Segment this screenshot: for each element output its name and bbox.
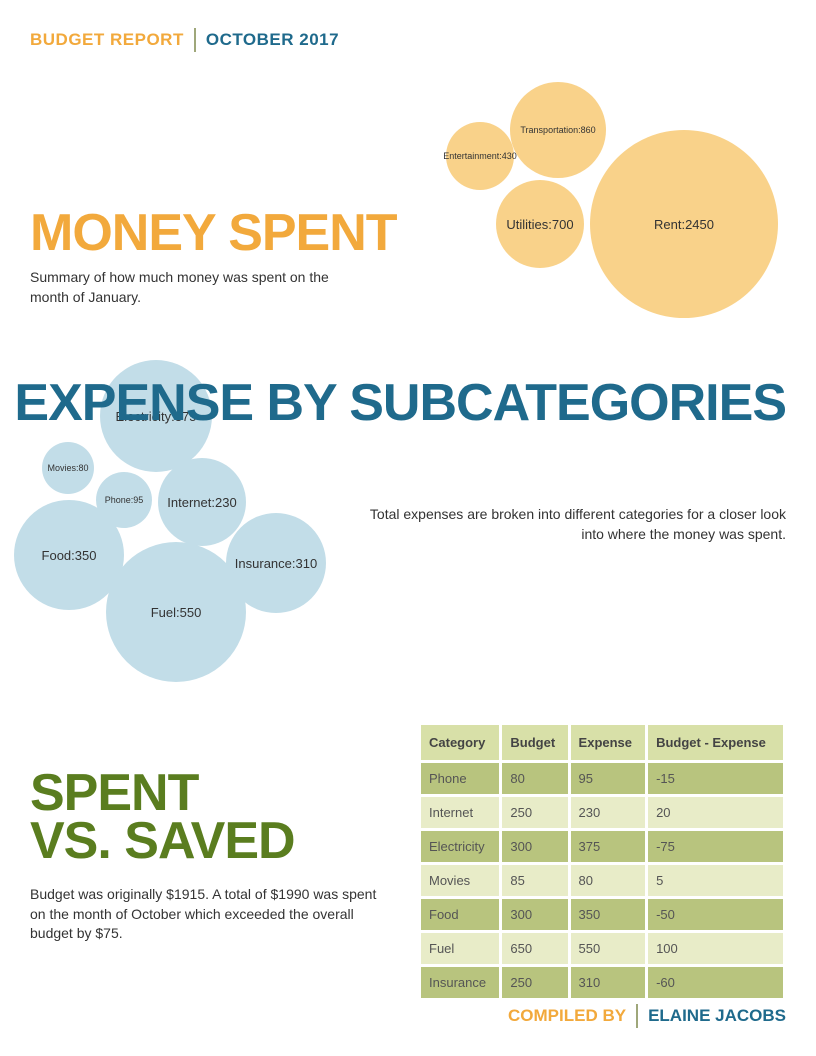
bubble: Rent:2450	[590, 130, 778, 318]
spent-saved-subtitle: Budget was originally $1915. A total of …	[30, 885, 380, 944]
table-row: Insurance250310-60	[421, 967, 783, 998]
bubble: Utilities:700	[496, 180, 584, 268]
table-row: Movies85805	[421, 865, 783, 896]
budget-table: CategoryBudgetExpenseBudget - Expense Ph…	[418, 722, 786, 1001]
bubble: Fuel:550	[106, 542, 246, 682]
bubble: Entertainment:430	[446, 122, 514, 190]
report-footer: COMPILED BY ELAINE JACOBS	[508, 1004, 786, 1028]
header-date: OCTOBER 2017	[206, 30, 339, 50]
bubble: Transportation:860	[510, 82, 606, 178]
footer-label: COMPILED BY	[508, 1006, 626, 1026]
bubble: Movies:80	[42, 442, 94, 494]
report-header: BUDGET REPORT OCTOBER 2017	[30, 28, 339, 52]
table-header-cell: Budget	[502, 725, 567, 760]
header-divider	[194, 28, 196, 52]
expense-title: EXPENSE BY SUBCATEGORIES	[14, 380, 786, 428]
bubble: Internet:230	[158, 458, 246, 546]
table-row: Electricity300375-75	[421, 831, 783, 862]
table-row: Food300350-50	[421, 899, 783, 930]
expense-subtitle: Total expenses are broken into different…	[366, 505, 786, 544]
table-row: Phone8095-15	[421, 763, 783, 794]
spent-saved-title: SPENT VS. SAVED	[30, 770, 295, 866]
table-row: Internet25023020	[421, 797, 783, 828]
table-row: Fuel650550100	[421, 933, 783, 964]
footer-name: ELAINE JACOBS	[648, 1006, 786, 1026]
table-header-cell: Budget - Expense	[648, 725, 783, 760]
header-budget-label: BUDGET REPORT	[30, 30, 184, 50]
footer-divider	[636, 1004, 638, 1028]
money-spent-subtitle: Summary of how much money was spent on t…	[30, 268, 330, 307]
money-spent-title: MONEY SPENT	[30, 210, 397, 258]
table-header-cell: Expense	[571, 725, 646, 760]
table-header-cell: Category	[421, 725, 499, 760]
